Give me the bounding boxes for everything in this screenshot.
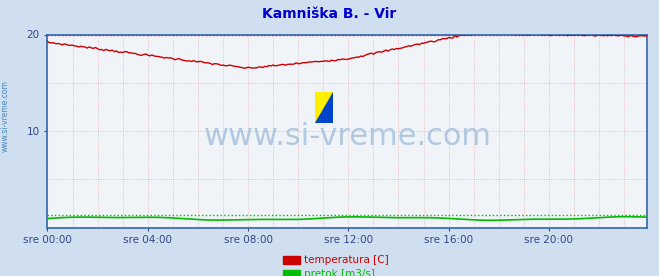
Text: www.si-vreme.com: www.si-vreme.com	[203, 122, 492, 152]
Text: pretok [m3/s]: pretok [m3/s]	[304, 269, 376, 276]
Polygon shape	[315, 92, 333, 123]
Text: www.si-vreme.com: www.si-vreme.com	[1, 80, 10, 152]
Text: Kamniška B. - Vir: Kamniška B. - Vir	[262, 7, 397, 21]
Text: temperatura [C]: temperatura [C]	[304, 255, 389, 265]
Polygon shape	[315, 92, 333, 123]
